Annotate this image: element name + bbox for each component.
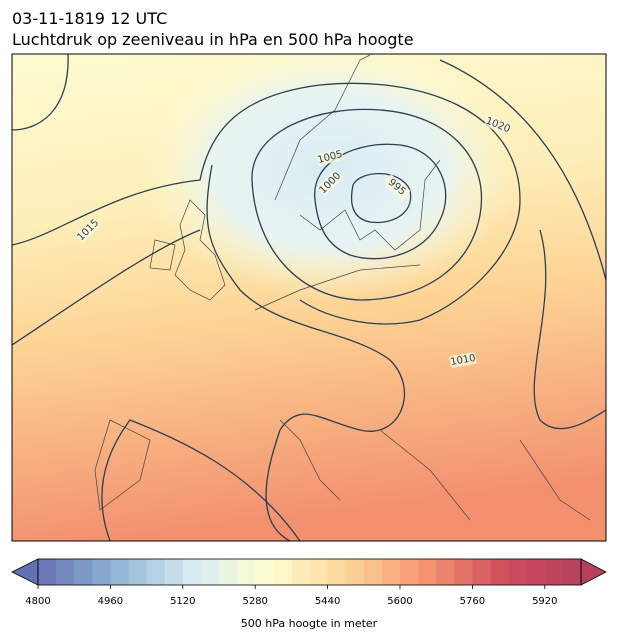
colorbar-segment [110, 559, 129, 585]
colorbar-tick-label: 4800 [25, 596, 50, 607]
colorbar-segment [255, 559, 274, 585]
colorbar-segment [200, 559, 220, 585]
title: 03-11-1819 12 UTC [12, 9, 167, 28]
isobar-label-bg [449, 351, 477, 369]
isobar-label-bg [483, 114, 513, 136]
low-area [140, 54, 520, 300]
map [12, 54, 606, 541]
colorbar-segment [418, 559, 437, 585]
map-frame [11, 53, 607, 542]
colorbar-segment [92, 559, 111, 585]
colorbar-segment [508, 559, 528, 585]
colorbar-segment [490, 559, 510, 585]
colorbar-segment [128, 559, 148, 585]
colorbar-segment [436, 559, 455, 585]
colorbar-segment [526, 559, 546, 585]
colorbar-segment [219, 559, 238, 585]
colorbar-frame [37, 558, 582, 586]
colorbar-segment [309, 559, 329, 585]
colorbar-segment [472, 559, 491, 585]
colorbar-segment [345, 559, 365, 585]
colorbar-segment [327, 559, 347, 585]
isobar-label-bg [74, 216, 102, 244]
colorbar-segment [381, 559, 401, 585]
colorbar-segment [291, 559, 310, 585]
colorbar-tick-label: 5280 [242, 596, 267, 607]
colorbar-tick-label: 5120 [170, 596, 195, 607]
colorbar-segment [544, 559, 564, 585]
colorbar-segment [273, 559, 292, 585]
isobar-label-bg [315, 147, 345, 167]
subtitle: Luchtdruk op zeeniveau in hPa en 500 hPa… [12, 30, 414, 49]
colorbar-segment [164, 559, 184, 585]
colorbar-tick-label: 5440 [315, 596, 340, 607]
colorbar-tick-label: 5760 [460, 596, 485, 607]
colorbar-segment [74, 559, 93, 585]
colorbar-tick-label: 5920 [532, 596, 557, 607]
colorbar-segment [562, 559, 582, 585]
colorbar-segment [400, 559, 419, 585]
isobar-label-bg [383, 174, 411, 200]
colorbar-tick-label: 5600 [387, 596, 412, 607]
colorbar-segment [454, 559, 473, 585]
isobar-label-bg [316, 169, 344, 197]
colorbar-segment [38, 559, 57, 585]
colorbar-segment [237, 559, 256, 585]
colorbar-label: 500 hPa hoogte in meter [241, 617, 378, 630]
colorbar-extend-high [580, 558, 607, 586]
isobar-label: 1010 [450, 353, 477, 368]
colorbar-tick-label: 4960 [98, 596, 123, 607]
colorbar-extend-low [11, 558, 39, 586]
colorbar-segment [56, 559, 75, 585]
colorbar-segment [182, 559, 202, 585]
colorbar-segment [363, 559, 383, 585]
colorbar-segment [146, 559, 166, 585]
